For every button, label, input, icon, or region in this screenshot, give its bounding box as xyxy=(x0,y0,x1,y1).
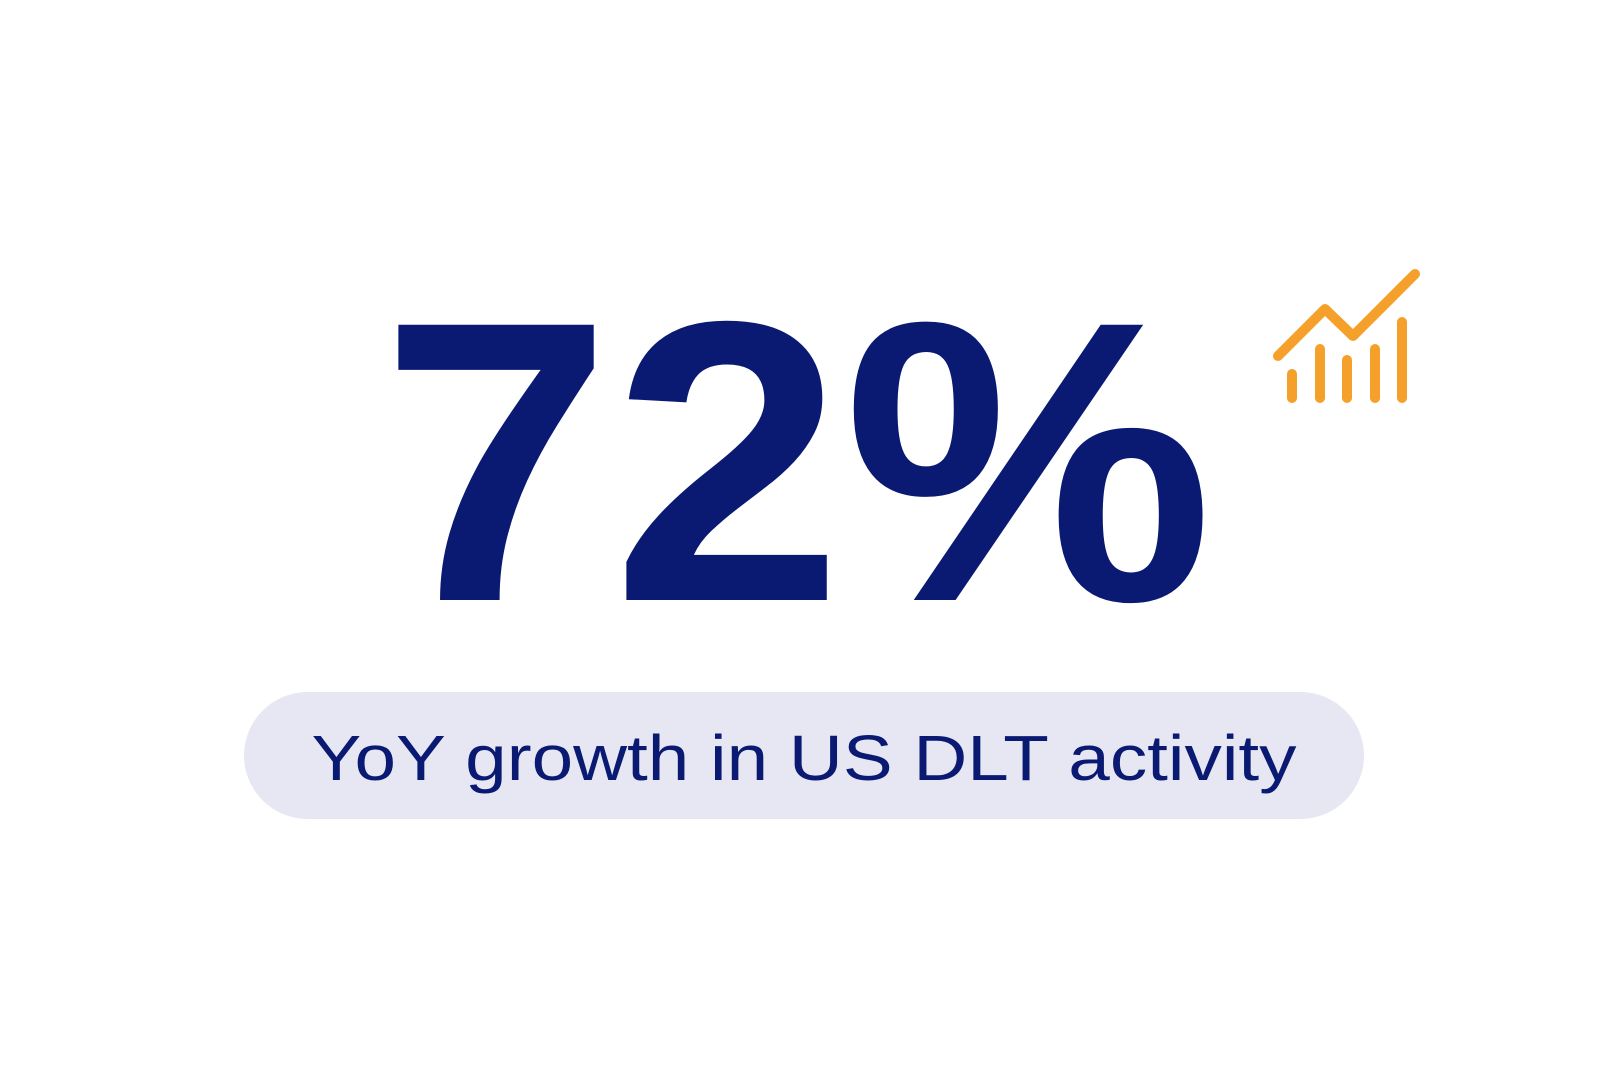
caption-pill xyxy=(244,692,1364,819)
stat-value: 72% xyxy=(381,238,1214,685)
growth-icon xyxy=(1273,269,1420,403)
trend-line xyxy=(1273,269,1420,361)
stat-caption: YoY growth in US DLT activity xyxy=(312,722,1297,794)
